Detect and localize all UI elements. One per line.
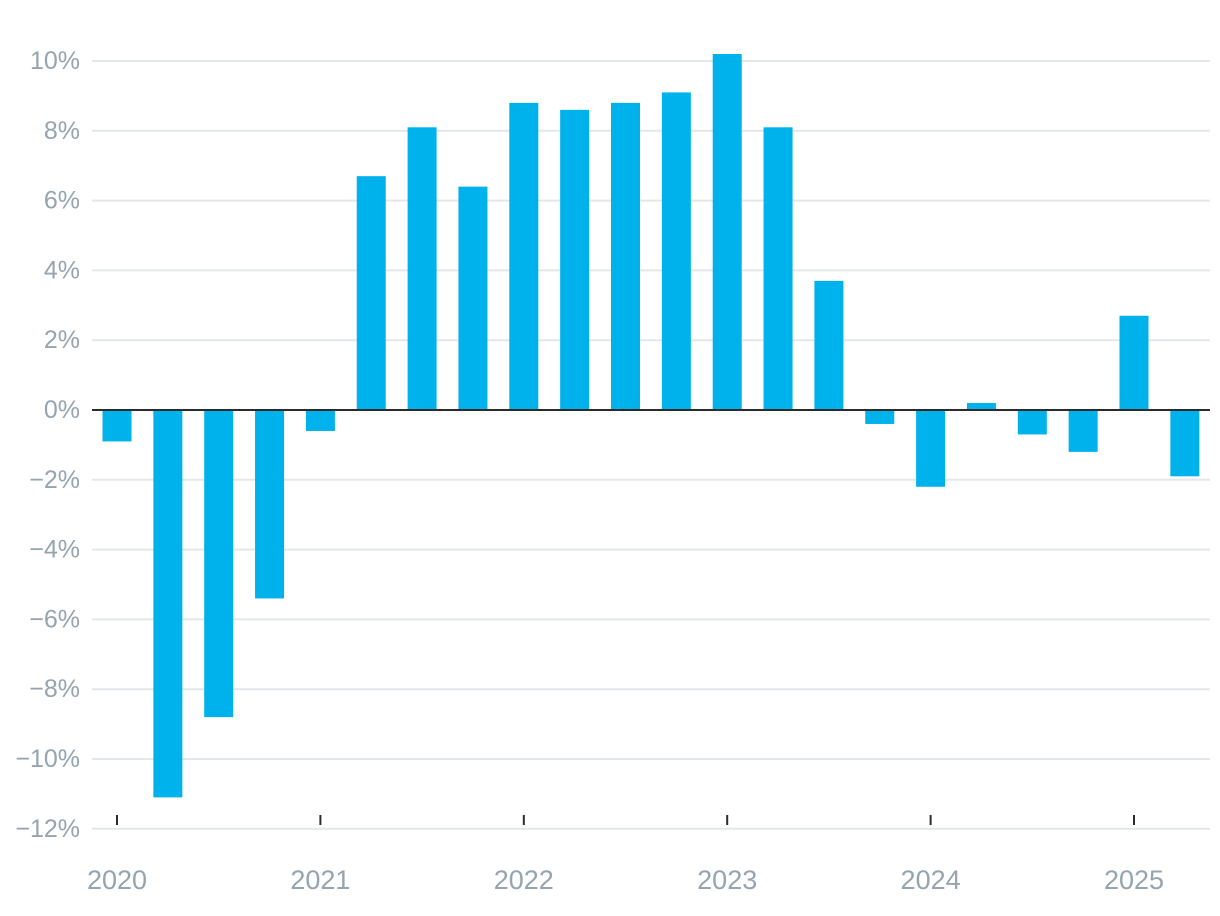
x-tick-label: 2020 [87,865,147,895]
y-tick-label: −4% [29,536,80,564]
bar-2023-Q2 [763,127,793,410]
bar-2024-Q1 [916,410,946,487]
x-tick-label: 2022 [494,865,554,895]
bar-2022-Q2 [560,109,590,411]
bar-2023-Q4 [865,410,895,424]
bar-2024-Q3 [1017,410,1047,435]
bar-2021-Q4 [458,186,488,410]
x-tick-label: 2023 [697,865,757,895]
tick-labels: 10% 8% 6% 4% 2% 0% −2% −4% −6% −8% −10% −12%2020 202… [15,47,1164,895]
bar-2020-Q1 [102,410,132,442]
bar-series [102,54,1200,798]
axes [92,409,1210,825]
bar-2022-Q3 [611,102,640,410]
x-tick-label: 2025 [1104,865,1164,895]
bar-2025-Q2 [1170,410,1200,477]
bar-2020-Q4 [255,410,285,599]
y-tick-label: 0% [44,396,80,424]
x-tick-label: 2024 [901,865,961,895]
bar-2021-Q3 [407,127,437,410]
bar-2024-Q2 [966,403,996,410]
y-tick-label: −12% [15,815,80,843]
bar-2023-Q1 [712,54,742,411]
x-tick-label: 2021 [290,865,350,895]
y-tick-label: −6% [29,605,80,633]
bar-2024-Q4 [1068,410,1098,452]
y-tick-label: 6% [44,187,80,215]
bar-2020-Q2 [153,410,183,798]
y-tick-label: 8% [44,117,80,145]
bar-2022-Q1 [509,102,539,410]
bar-2021-Q2 [356,176,386,410]
y-tick-label: 4% [44,256,80,284]
bar-2023-Q3 [814,280,844,410]
bar-2022-Q4 [661,92,691,410]
y-tick-label: 10% [30,47,80,75]
bar-2020-Q3 [204,410,234,718]
y-tick-label: 2% [44,326,80,354]
y-tick-label: −10% [15,745,80,773]
bar-2025-Q1 [1119,315,1149,410]
y-tick-label: −2% [29,466,80,494]
bar-2021-Q1 [305,410,335,431]
y-tick-label: −8% [29,675,80,703]
